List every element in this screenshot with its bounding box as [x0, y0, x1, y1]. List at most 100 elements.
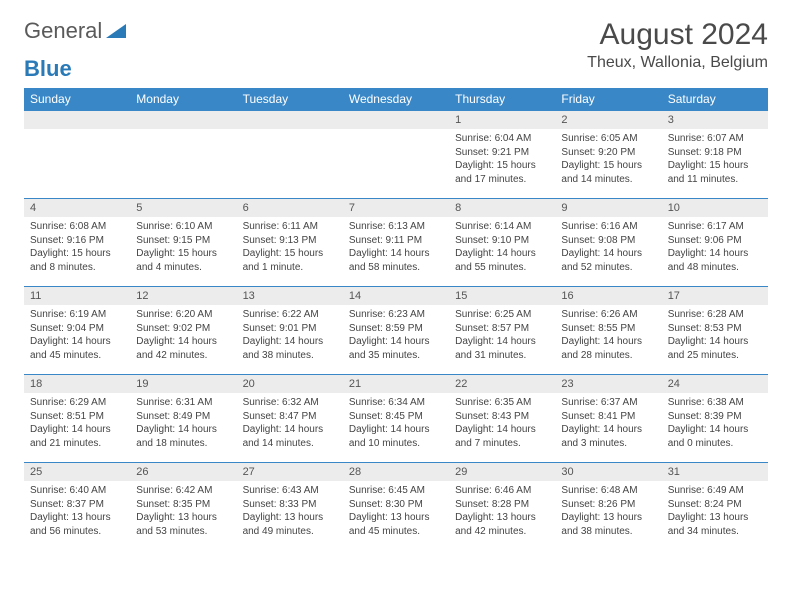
calendar-body: 1Sunrise: 6:04 AMSunset: 9:21 PMDaylight…: [24, 111, 768, 551]
day-number: 1: [449, 111, 555, 129]
page-title: August 2024: [587, 18, 768, 52]
day-number: 9: [555, 199, 661, 217]
calendar-day-cell: 17Sunrise: 6:28 AMSunset: 8:53 PMDayligh…: [662, 287, 768, 375]
day-number: 26: [130, 463, 236, 481]
day-number: 25: [24, 463, 130, 481]
day-details: Sunrise: 6:34 AMSunset: 8:45 PMDaylight:…: [343, 393, 449, 454]
weekday-header: Friday: [555, 88, 661, 111]
calendar-day-cell: [237, 111, 343, 199]
day-number: 21: [343, 375, 449, 393]
day-number: 2: [555, 111, 661, 129]
day-number: 27: [237, 463, 343, 481]
weekday-header: Saturday: [662, 88, 768, 111]
day-number: [237, 111, 343, 129]
day-details: Sunrise: 6:20 AMSunset: 9:02 PMDaylight:…: [130, 305, 236, 366]
calendar-week-row: 25Sunrise: 6:40 AMSunset: 8:37 PMDayligh…: [24, 463, 768, 551]
weekday-header: Monday: [130, 88, 236, 111]
day-details: Sunrise: 6:45 AMSunset: 8:30 PMDaylight:…: [343, 481, 449, 542]
calendar-day-cell: 5Sunrise: 6:10 AMSunset: 9:15 PMDaylight…: [130, 199, 236, 287]
calendar-day-cell: [343, 111, 449, 199]
calendar-day-cell: [130, 111, 236, 199]
day-number: [24, 111, 130, 129]
day-details: Sunrise: 6:16 AMSunset: 9:08 PMDaylight:…: [555, 217, 661, 278]
day-details: Sunrise: 6:35 AMSunset: 8:43 PMDaylight:…: [449, 393, 555, 454]
day-details: Sunrise: 6:43 AMSunset: 8:33 PMDaylight:…: [237, 481, 343, 542]
day-number: 12: [130, 287, 236, 305]
weekday-header: Tuesday: [237, 88, 343, 111]
day-details: Sunrise: 6:49 AMSunset: 8:24 PMDaylight:…: [662, 481, 768, 542]
calendar-week-row: 4Sunrise: 6:08 AMSunset: 9:16 PMDaylight…: [24, 199, 768, 287]
day-details: Sunrise: 6:08 AMSunset: 9:16 PMDaylight:…: [24, 217, 130, 278]
day-details: Sunrise: 6:17 AMSunset: 9:06 PMDaylight:…: [662, 217, 768, 278]
day-details: Sunrise: 6:38 AMSunset: 8:39 PMDaylight:…: [662, 393, 768, 454]
day-details: Sunrise: 6:14 AMSunset: 9:10 PMDaylight:…: [449, 217, 555, 278]
day-number: 14: [343, 287, 449, 305]
calendar-week-row: 18Sunrise: 6:29 AMSunset: 8:51 PMDayligh…: [24, 375, 768, 463]
day-details: Sunrise: 6:48 AMSunset: 8:26 PMDaylight:…: [555, 481, 661, 542]
calendar-day-cell: 26Sunrise: 6:42 AMSunset: 8:35 PMDayligh…: [130, 463, 236, 551]
calendar-day-cell: 16Sunrise: 6:26 AMSunset: 8:55 PMDayligh…: [555, 287, 661, 375]
calendar-day-cell: 24Sunrise: 6:38 AMSunset: 8:39 PMDayligh…: [662, 375, 768, 463]
day-number: 16: [555, 287, 661, 305]
day-number: [343, 111, 449, 129]
calendar-day-cell: 18Sunrise: 6:29 AMSunset: 8:51 PMDayligh…: [24, 375, 130, 463]
day-number: 31: [662, 463, 768, 481]
day-details: [343, 129, 449, 189]
day-number: 22: [449, 375, 555, 393]
calendar-day-cell: 28Sunrise: 6:45 AMSunset: 8:30 PMDayligh…: [343, 463, 449, 551]
calendar-table: Sunday Monday Tuesday Wednesday Thursday…: [24, 88, 768, 551]
calendar-day-cell: 3Sunrise: 6:07 AMSunset: 9:18 PMDaylight…: [662, 111, 768, 199]
day-details: Sunrise: 6:10 AMSunset: 9:15 PMDaylight:…: [130, 217, 236, 278]
day-number: 30: [555, 463, 661, 481]
calendar-day-cell: 7Sunrise: 6:13 AMSunset: 9:11 PMDaylight…: [343, 199, 449, 287]
day-details: [24, 129, 130, 189]
calendar-day-cell: 19Sunrise: 6:31 AMSunset: 8:49 PMDayligh…: [130, 375, 236, 463]
calendar-day-cell: 31Sunrise: 6:49 AMSunset: 8:24 PMDayligh…: [662, 463, 768, 551]
day-details: Sunrise: 6:46 AMSunset: 8:28 PMDaylight:…: [449, 481, 555, 542]
day-details: Sunrise: 6:04 AMSunset: 9:21 PMDaylight:…: [449, 129, 555, 190]
day-details: Sunrise: 6:05 AMSunset: 9:20 PMDaylight:…: [555, 129, 661, 190]
calendar-day-cell: 25Sunrise: 6:40 AMSunset: 8:37 PMDayligh…: [24, 463, 130, 551]
calendar-day-cell: 14Sunrise: 6:23 AMSunset: 8:59 PMDayligh…: [343, 287, 449, 375]
day-details: Sunrise: 6:22 AMSunset: 9:01 PMDaylight:…: [237, 305, 343, 366]
calendar-day-cell: 10Sunrise: 6:17 AMSunset: 9:06 PMDayligh…: [662, 199, 768, 287]
day-number: 10: [662, 199, 768, 217]
calendar-day-cell: 15Sunrise: 6:25 AMSunset: 8:57 PMDayligh…: [449, 287, 555, 375]
weekday-header-row: Sunday Monday Tuesday Wednesday Thursday…: [24, 88, 768, 111]
day-details: [130, 129, 236, 189]
logo-text-2: Blue: [24, 56, 768, 82]
day-number: 18: [24, 375, 130, 393]
day-details: Sunrise: 6:26 AMSunset: 8:55 PMDaylight:…: [555, 305, 661, 366]
day-details: Sunrise: 6:29 AMSunset: 8:51 PMDaylight:…: [24, 393, 130, 454]
weekday-header: Thursday: [449, 88, 555, 111]
calendar-week-row: 11Sunrise: 6:19 AMSunset: 9:04 PMDayligh…: [24, 287, 768, 375]
day-details: Sunrise: 6:19 AMSunset: 9:04 PMDaylight:…: [24, 305, 130, 366]
day-number: 15: [449, 287, 555, 305]
day-number: 6: [237, 199, 343, 217]
day-number: 29: [449, 463, 555, 481]
calendar-page: General August 2024 Theux, Wallonia, Bel…: [0, 0, 792, 551]
calendar-day-cell: 27Sunrise: 6:43 AMSunset: 8:33 PMDayligh…: [237, 463, 343, 551]
day-details: Sunrise: 6:31 AMSunset: 8:49 PMDaylight:…: [130, 393, 236, 454]
weekday-header: Wednesday: [343, 88, 449, 111]
calendar-day-cell: 6Sunrise: 6:11 AMSunset: 9:13 PMDaylight…: [237, 199, 343, 287]
day-details: Sunrise: 6:25 AMSunset: 8:57 PMDaylight:…: [449, 305, 555, 366]
day-number: 8: [449, 199, 555, 217]
day-number: 11: [24, 287, 130, 305]
day-details: Sunrise: 6:23 AMSunset: 8:59 PMDaylight:…: [343, 305, 449, 366]
calendar-day-cell: 8Sunrise: 6:14 AMSunset: 9:10 PMDaylight…: [449, 199, 555, 287]
logo-triangle-icon: [106, 22, 128, 40]
calendar-day-cell: 2Sunrise: 6:05 AMSunset: 9:20 PMDaylight…: [555, 111, 661, 199]
calendar-day-cell: 9Sunrise: 6:16 AMSunset: 9:08 PMDaylight…: [555, 199, 661, 287]
weekday-header: Sunday: [24, 88, 130, 111]
day-number: 13: [237, 287, 343, 305]
calendar-day-cell: 23Sunrise: 6:37 AMSunset: 8:41 PMDayligh…: [555, 375, 661, 463]
day-number: [130, 111, 236, 129]
calendar-day-cell: 29Sunrise: 6:46 AMSunset: 8:28 PMDayligh…: [449, 463, 555, 551]
day-number: 20: [237, 375, 343, 393]
day-number: 3: [662, 111, 768, 129]
day-details: [237, 129, 343, 189]
day-number: 7: [343, 199, 449, 217]
day-details: Sunrise: 6:07 AMSunset: 9:18 PMDaylight:…: [662, 129, 768, 190]
day-number: 17: [662, 287, 768, 305]
